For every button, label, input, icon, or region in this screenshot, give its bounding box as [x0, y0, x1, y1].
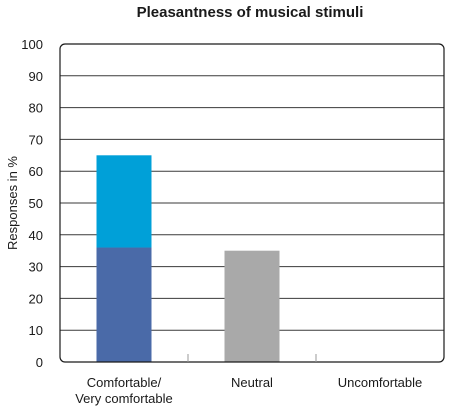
- x-tick-label: Uncomfortable: [338, 375, 423, 390]
- x-axis-ticks: [187, 354, 317, 362]
- bar-segment: [96, 247, 152, 362]
- y-tick-label: 60: [29, 164, 43, 179]
- bars: [96, 155, 280, 362]
- y-tick-label: 0: [36, 355, 43, 370]
- chart-title: Pleasantness of musical stimuli: [137, 4, 364, 21]
- x-tick-label: Neutral: [231, 375, 273, 390]
- bar-segment: [96, 155, 152, 248]
- bar-segment: [224, 250, 280, 362]
- y-tick-label: 50: [29, 196, 43, 211]
- y-tick-label: 100: [21, 37, 43, 52]
- y-axis-ticks: 0 10 20 30 40 50 60 70 80 90 100: [21, 37, 43, 370]
- x-axis-labels: Comfortable/Very comfortable Neutral Uncom…: [75, 375, 422, 406]
- x-tick-label: Comfortable/Very comfortable: [75, 375, 173, 406]
- y-tick-label: 70: [29, 132, 43, 147]
- y-tick-label: 20: [29, 291, 43, 306]
- y-tick-label: 10: [29, 323, 43, 338]
- plot-frame: [59, 43, 445, 363]
- y-tick-label: 80: [29, 101, 43, 116]
- y-tick-label: 40: [29, 228, 43, 243]
- y-tick-label: 30: [29, 260, 43, 275]
- y-tick-label: 90: [29, 69, 43, 84]
- y-axis-label: Responses in %: [5, 156, 20, 250]
